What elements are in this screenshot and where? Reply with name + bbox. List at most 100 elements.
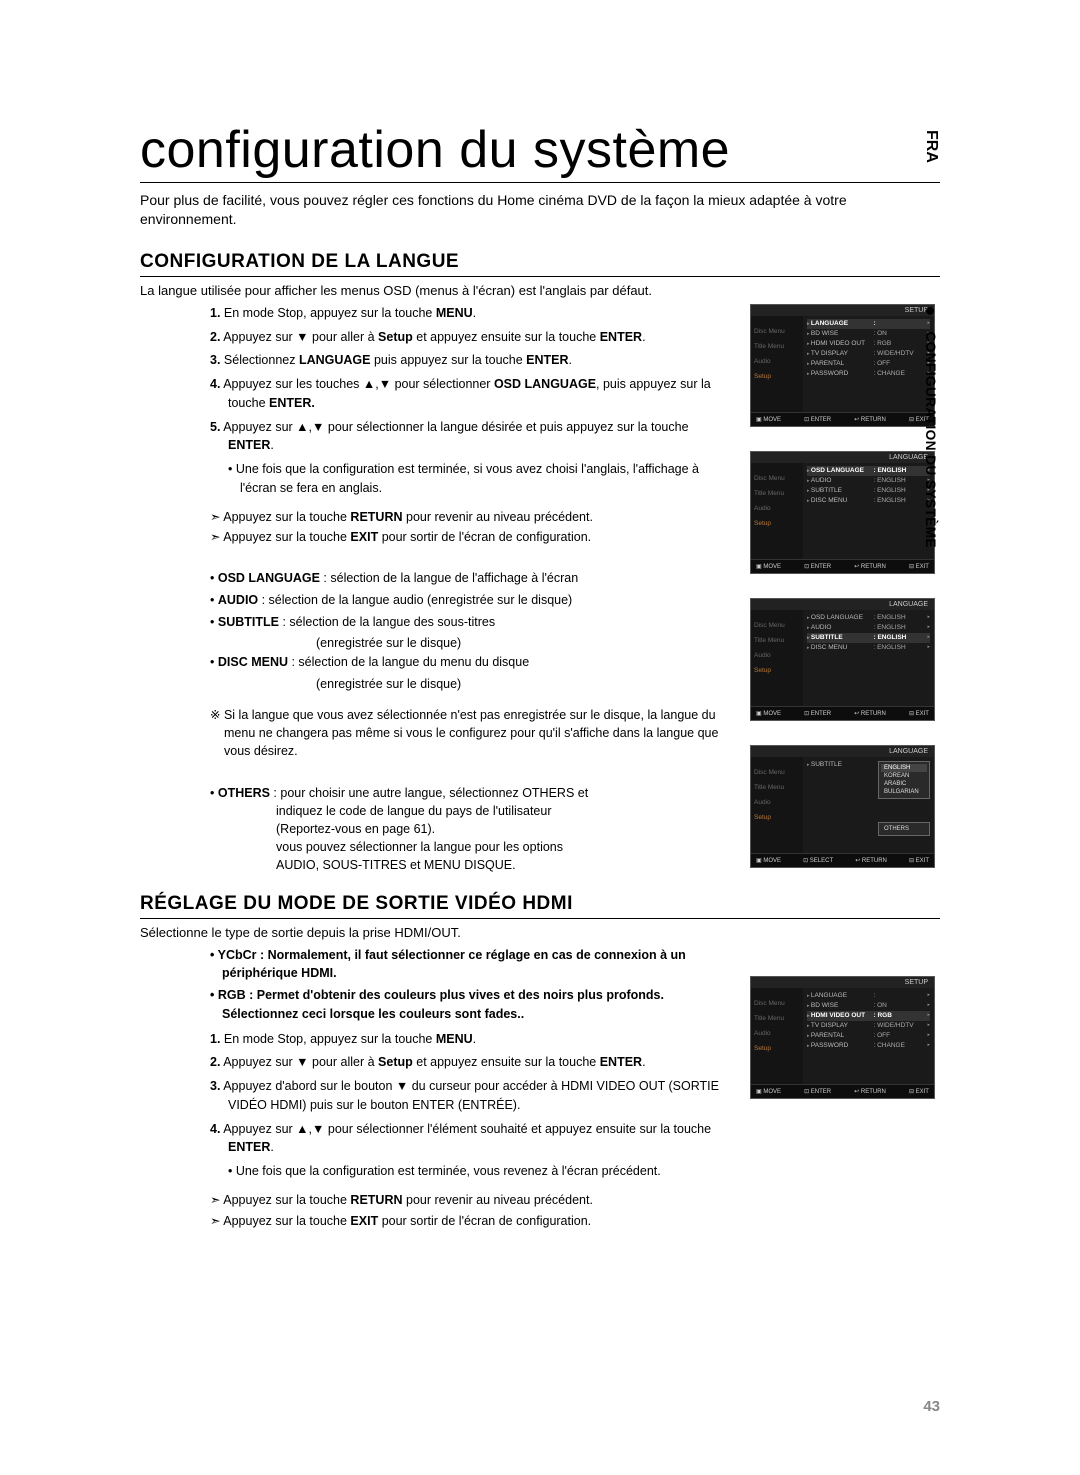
section2-osd-column: SETUP Disc Menu Title Menu Audio Setup LANGUA… bbox=[750, 976, 940, 1233]
exit-note-2: ➣ Appuyez sur la touche EXIT pour sortir… bbox=[210, 1212, 730, 1231]
definition-row: • SUBTITLE : sélection de la langue des … bbox=[210, 613, 730, 632]
osd-tab: Audio bbox=[754, 799, 800, 806]
osd-menu-row: DISC MENU: ENGLISH▸ bbox=[807, 643, 930, 653]
osd-tab: Audio bbox=[754, 358, 800, 365]
section1-definitions: • OSD LANGUAGE : sélection de la langue … bbox=[140, 569, 730, 694]
osd-footer: ▣ MOVE⊡ ENTER↩ RETURN⊟ EXIT bbox=[751, 412, 934, 426]
osd-title: SETUP bbox=[751, 977, 934, 988]
section1-osd-column: SETUPDisc MenuTitle MenuAudioSetupLANGUA… bbox=[750, 304, 940, 875]
osd-footer: ▣ MOVE⊡ ENTER↩ RETURN⊟ EXIT bbox=[751, 1084, 934, 1098]
osd-popup-item: BULGARIAN bbox=[881, 788, 927, 796]
osd-tab: Setup bbox=[754, 1045, 800, 1052]
others-line: vous pouvez sélectionner la langue pour … bbox=[210, 838, 730, 856]
osd-tab: Title Menu bbox=[754, 490, 800, 497]
section1-note: ※ Si la langue que vous avez sélectionné… bbox=[210, 706, 730, 760]
osd-tab: Audio bbox=[754, 652, 800, 659]
osd-menu-row: PASSWORD: CHANGE▸ bbox=[807, 369, 930, 379]
osd-menu-row: PARENTAL: OFF▸ bbox=[807, 359, 930, 369]
intro-text: Pour plus de facilité, vous pouvez régle… bbox=[140, 191, 940, 229]
osd-tab: Disc Menu bbox=[754, 769, 800, 776]
step-item: 2. Appuyez sur ▼ pour aller à Setup et a… bbox=[210, 328, 730, 347]
osd-tab: Disc Menu bbox=[754, 622, 800, 629]
step-item: 5. Appuyez sur ▲,▼ pour sélectionner la … bbox=[210, 418, 730, 456]
osd-menu-row: SUBTITLE: ENGLISH▸ bbox=[807, 486, 930, 496]
step-item: 4. Appuyez sur ▲,▼ pour sélectionner l'é… bbox=[210, 1120, 730, 1158]
osd-menu-row: BD WISE: ON▸ bbox=[807, 1001, 930, 1011]
osd-title: LANGUAGE bbox=[751, 746, 934, 757]
osd-tab: Setup bbox=[754, 667, 800, 674]
osd-menu-row: PASSWORD: CHANGE▸ bbox=[807, 1041, 930, 1051]
osd-others-row: xOTHERS bbox=[807, 821, 930, 838]
definition-row-cont: (enregistrée sur le disque) bbox=[210, 675, 730, 694]
step-item: 4. Appuyez sur les touches ▲,▼ pour séle… bbox=[210, 375, 730, 413]
osd-popup-item: ENGLISH bbox=[881, 764, 927, 772]
osd-footer: ▣ MOVE⊡ ENTER↩ RETURN⊟ EXIT bbox=[751, 559, 934, 573]
language-tab: FRA bbox=[922, 130, 940, 163]
osd-tab: Disc Menu bbox=[754, 1000, 800, 1007]
osd-screenshot-language-1: LANGUAGE Disc Menu Title Menu Audio Setup OSD… bbox=[750, 451, 935, 574]
section2-subtext: Sélectionne le type de sortie depuis la … bbox=[140, 925, 940, 940]
section1-left: 1. En mode Stop, appuyez sur la touche M… bbox=[140, 304, 730, 875]
osd-menu-row: TV DISPLAY: WIDE/HDTV▸ bbox=[807, 1021, 930, 1031]
section-hdmi-heading: RÉGLAGE DU MODE DE SORTIE VIDÉO HDMI bbox=[140, 893, 940, 919]
osd-tab: Title Menu bbox=[754, 637, 800, 644]
osd-menu-row: TV DISPLAY: WIDE/HDTV▸ bbox=[807, 349, 930, 359]
osd-tab: Title Menu bbox=[754, 784, 800, 791]
osd-tab: Setup bbox=[754, 814, 800, 821]
osd-title: LANGUAGE bbox=[751, 452, 934, 463]
osd-tab: Audio bbox=[754, 1030, 800, 1037]
osd-menu-row: BD WISE: ON▸ bbox=[807, 329, 930, 339]
osd-menu-row: SUBTITLEENGLISHKOREANARABICBULGARIAN bbox=[807, 760, 930, 801]
step-item: 2. Appuyez sur ▼ pour aller à Setup et a… bbox=[210, 1053, 730, 1072]
section2-prebullets: • YCbCr : Normalement, il faut sélection… bbox=[140, 946, 730, 1024]
osd-screenshot-setup: SETUPDisc MenuTitle MenuAudioSetupLANGUA… bbox=[750, 304, 935, 427]
others-row: • OTHERS : pour choisir une autre langue… bbox=[210, 784, 730, 802]
exit-note: ➣ Appuyez sur la touche EXIT pour sortir… bbox=[210, 528, 730, 547]
osd-menu-row: HDMI VIDEO OUT: RGB▸ bbox=[807, 1011, 930, 1021]
osd-title: LANGUAGE bbox=[751, 599, 934, 610]
osd-tab: Setup bbox=[754, 520, 800, 527]
section-language-heading: CONFIGURATION DE LA LANGUE bbox=[140, 251, 940, 277]
osd-popup-item: KOREAN bbox=[881, 772, 927, 780]
prebullet-row: • YCbCr : Normalement, il faut sélection… bbox=[210, 946, 730, 984]
osd-menu-row: AUDIO: ENGLISH▸ bbox=[807, 476, 930, 486]
side-section-tab: ● CONFIGURATION DU SYSTÈME bbox=[919, 300, 940, 548]
return-note: ➣ Appuyez sur la touche RETURN pour reve… bbox=[210, 508, 730, 527]
osd-menu-row: LANGUAGE: ▸ bbox=[807, 991, 930, 1001]
section1-subtext: La langue utilisée pour afficher les men… bbox=[140, 283, 940, 298]
osd-tab: Setup bbox=[754, 373, 800, 380]
section1-substep: • Une fois que la configuration est term… bbox=[228, 460, 730, 498]
osd-tab: Title Menu bbox=[754, 1015, 800, 1022]
step-item: 3. Appuyez d'abord sur le bouton ▼ du cu… bbox=[210, 1077, 730, 1115]
osd-title: SETUP bbox=[751, 305, 934, 316]
step-item: 1. En mode Stop, appuyez sur la touche M… bbox=[210, 1030, 730, 1049]
others-block: • OTHERS : pour choisir une autre langue… bbox=[140, 784, 730, 875]
definition-row: • AUDIO : sélection de la langue audio (… bbox=[210, 591, 730, 610]
osd-menu-row: SUBTITLE: ENGLISH▸ bbox=[807, 633, 930, 643]
osd-menu-row: AUDIO: ENGLISH▸ bbox=[807, 623, 930, 633]
section2-left: • YCbCr : Normalement, il faut sélection… bbox=[140, 946, 730, 1233]
osd-menu-row: LANGUAGE: ▸ bbox=[807, 319, 930, 329]
osd-menu-row: HDMI VIDEO OUT: RGB▸ bbox=[807, 339, 930, 349]
return-note-2: ➣ Appuyez sur la touche RETURN pour reve… bbox=[210, 1191, 730, 1210]
osd-tab: Audio bbox=[754, 505, 800, 512]
osd-screenshot-hdmi: SETUP Disc Menu Title Menu Audio Setup LANGUA… bbox=[750, 976, 935, 1099]
definition-row-cont: (enregistrée sur le disque) bbox=[210, 634, 730, 653]
others-line: AUDIO, SOUS-TITRES et MENU DISQUE. bbox=[210, 856, 730, 874]
osd-tab: Title Menu bbox=[754, 343, 800, 350]
section1-steps: 1. En mode Stop, appuyez sur la touche M… bbox=[140, 304, 730, 455]
prebullet-row: • RGB : Permet d'obtenir des couleurs pl… bbox=[210, 986, 730, 1024]
others-line: indiquez le code de langue du pays de l'… bbox=[210, 802, 730, 820]
others-line: (Reportez-vous en page 61). bbox=[210, 820, 730, 838]
osd-footer: ▣ MOVE⊡ SELECT↩ RETURN⊟ EXIT bbox=[751, 853, 934, 867]
osd-menu-row: OSD LANGUAGE: ENGLISH▸ bbox=[807, 466, 930, 476]
osd-screenshot-language-2: LANGUAGE Disc Menu Title Menu Audio Setup OSD… bbox=[750, 598, 935, 721]
osd-tab: Disc Menu bbox=[754, 475, 800, 482]
section2-substep: • Une fois que la configuration est term… bbox=[228, 1162, 730, 1181]
osd-menu-row: PARENTAL: OFF▸ bbox=[807, 1031, 930, 1041]
definition-row: • OSD LANGUAGE : sélection de la langue … bbox=[210, 569, 730, 588]
step-item: 1. En mode Stop, appuyez sur la touche M… bbox=[210, 304, 730, 323]
osd-popup-item: ARABIC bbox=[881, 780, 927, 788]
step-item: 3. Sélectionnez LANGUAGE puis appuyez su… bbox=[210, 351, 730, 370]
osd-menu-row: OSD LANGUAGE: ENGLISH▸ bbox=[807, 613, 930, 623]
